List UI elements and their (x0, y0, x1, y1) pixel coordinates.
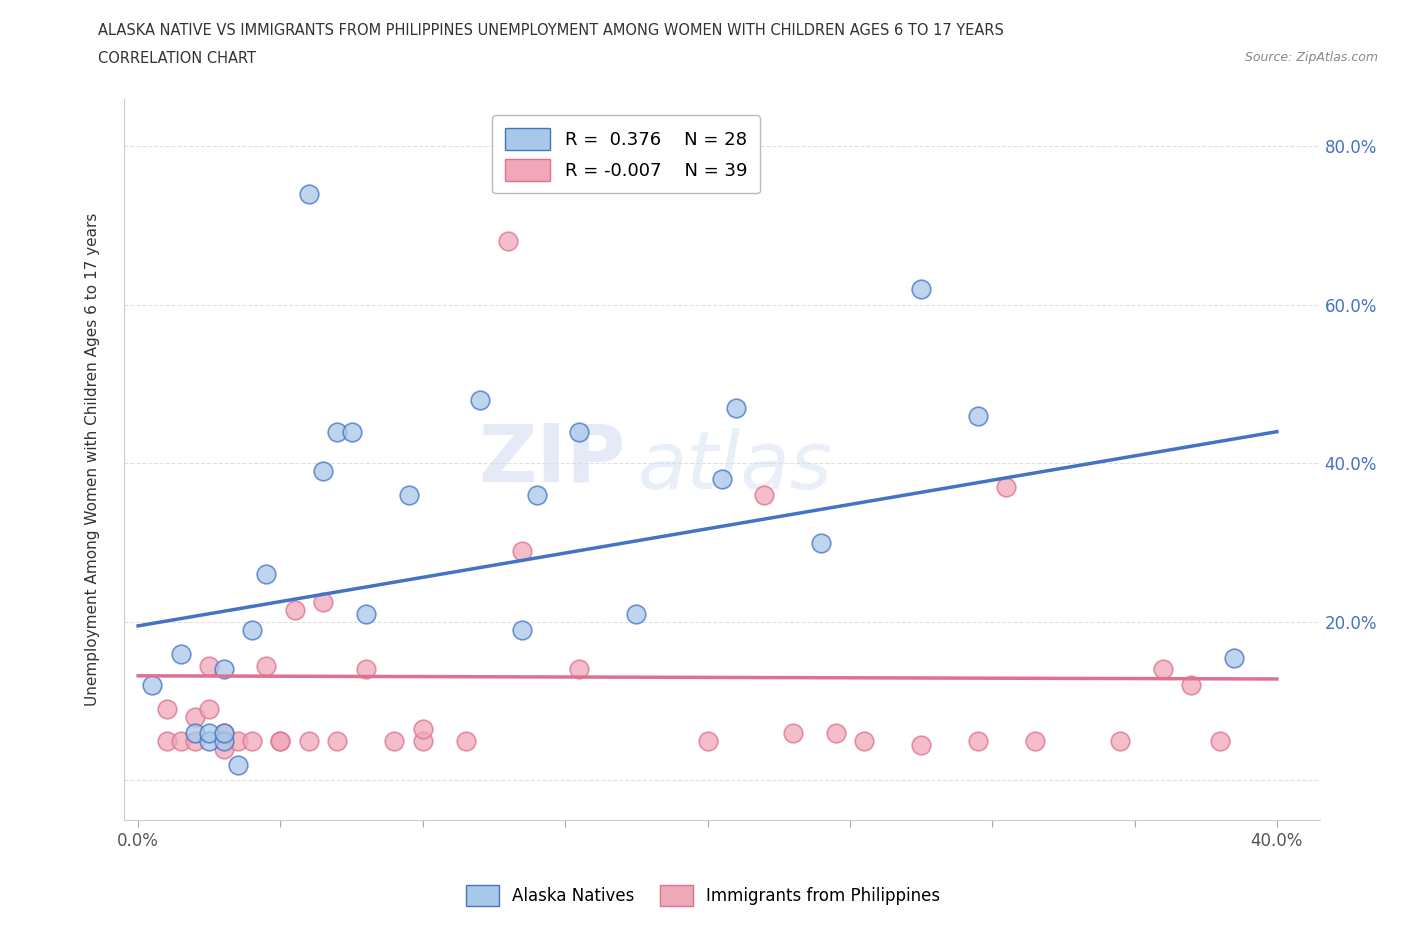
Point (526, 487, 548, 502)
Point (212, 741, 235, 756)
Point (284, 603, 307, 618)
Point (184, 725, 207, 740)
Point (198, 658, 221, 673)
Point (910, 282, 932, 297)
Point (340, 424, 363, 439)
Point (269, 734, 291, 749)
Point (512, 543, 534, 558)
Point (298, 186, 321, 201)
Point (1109, 734, 1132, 749)
Point (1223, 650, 1246, 665)
Point (354, 662, 377, 677)
Point (1024, 734, 1046, 749)
Point (754, 487, 776, 502)
Point (782, 725, 804, 740)
Point (382, 734, 405, 749)
Point (312, 594, 335, 609)
Text: CORRELATION CHART: CORRELATION CHART (98, 51, 256, 66)
Point (240, 622, 263, 637)
Point (710, 472, 733, 486)
Point (496, 234, 519, 249)
Legend: Alaska Natives, Immigrants from Philippines: Alaska Natives, Immigrants from Philippi… (458, 879, 948, 912)
Point (170, 646, 193, 661)
Point (995, 480, 1018, 495)
Point (298, 734, 321, 749)
Point (454, 734, 477, 749)
Point (326, 424, 349, 439)
Point (1180, 678, 1202, 693)
Point (910, 737, 932, 752)
Point (156, 734, 179, 749)
Point (198, 734, 221, 749)
Point (724, 401, 747, 416)
Point (398, 487, 420, 502)
Point (967, 408, 990, 423)
Legend: R =  0.376    N = 28, R = -0.007    N = 39: R = 0.376 N = 28, R = -0.007 N = 39 (492, 115, 759, 193)
Point (212, 734, 235, 749)
Point (212, 662, 235, 677)
Point (212, 725, 235, 740)
Point (568, 662, 591, 677)
Point (468, 392, 491, 407)
Point (512, 622, 534, 637)
Text: ZIP: ZIP (479, 420, 626, 498)
Point (156, 701, 179, 716)
Point (810, 535, 832, 550)
Point (853, 734, 876, 749)
Point (696, 734, 718, 749)
Point (141, 678, 163, 693)
Point (312, 464, 335, 479)
Point (326, 734, 349, 749)
Point (212, 725, 235, 740)
Text: Source: ZipAtlas.com: Source: ZipAtlas.com (1244, 51, 1378, 64)
Point (226, 734, 249, 749)
Point (967, 734, 990, 749)
Point (412, 722, 434, 737)
Point (412, 734, 434, 749)
Text: atlas: atlas (638, 428, 832, 506)
Point (568, 424, 591, 439)
Point (226, 757, 249, 772)
Point (184, 710, 207, 724)
Point (240, 734, 263, 749)
Point (198, 701, 221, 716)
Y-axis label: Unemployment Among Women with Children Ages 6 to 17 years: Unemployment Among Women with Children A… (86, 213, 100, 706)
Point (824, 725, 846, 740)
Point (198, 725, 221, 740)
Point (354, 606, 377, 621)
Point (1209, 734, 1232, 749)
Point (269, 734, 291, 749)
Point (254, 567, 277, 582)
Point (254, 658, 277, 673)
Text: ALASKA NATIVE VS IMMIGRANTS FROM PHILIPPINES UNEMPLOYMENT AMONG WOMEN WITH CHILD: ALASKA NATIVE VS IMMIGRANTS FROM PHILIPP… (98, 23, 1004, 38)
Point (626, 606, 648, 621)
Point (170, 734, 193, 749)
Point (184, 734, 207, 749)
Point (1152, 662, 1174, 677)
